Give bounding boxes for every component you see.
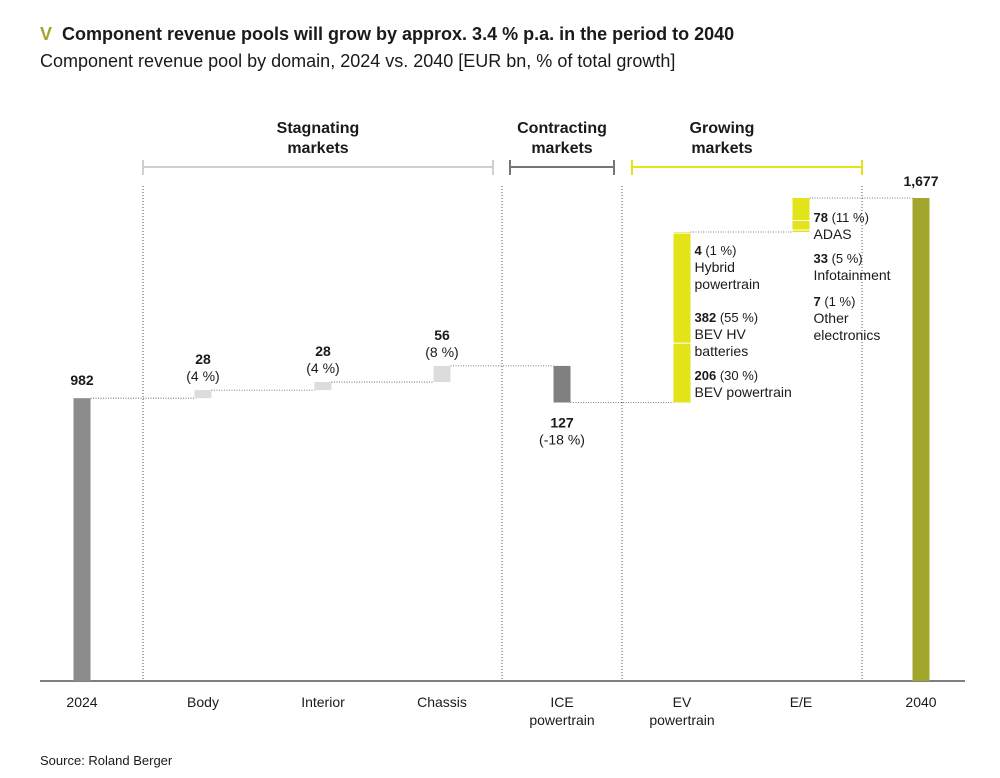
bar-total-2040 bbox=[912, 198, 930, 681]
x-tick-label-ev: EV bbox=[673, 694, 692, 710]
x-tick-label-ee: E/E bbox=[790, 694, 813, 710]
segment-name-ee-0-1: electronics bbox=[814, 327, 881, 343]
bar-ee-segment-1 bbox=[792, 220, 810, 230]
bar-ev-segment-0 bbox=[673, 343, 691, 403]
x-tick-label-chassis: Chassis bbox=[417, 694, 467, 710]
segment-label-ev-2-value: 4 bbox=[695, 243, 703, 258]
segment-label-ev-1-value: 382 bbox=[695, 310, 717, 325]
x-tick-label-interior: Interior bbox=[301, 694, 345, 710]
bar-ice bbox=[553, 365, 571, 403]
x-tick-label-2040: 2040 bbox=[905, 694, 936, 710]
segment-label-ee-2: 78 (11 %) bbox=[814, 210, 869, 225]
segment-name-ev-1-0: BEV HV bbox=[695, 326, 747, 342]
segment-name-ev-2-1: powertrain bbox=[695, 276, 760, 292]
x-tick-label-ev-1: powertrain bbox=[649, 712, 714, 728]
x-tick-label-ice: ICE bbox=[550, 694, 573, 710]
group-label-growing-0: Growing bbox=[690, 120, 755, 137]
segment-label-ee-0-pct: (1 %) bbox=[821, 294, 856, 309]
group-label-stagnating-1: markets bbox=[287, 140, 348, 157]
group-label-contracting-0: Contracting bbox=[517, 120, 607, 137]
segment-label-ee-1: 33 (5 %) bbox=[814, 251, 863, 266]
data-label-pct-body: (4 %) bbox=[186, 368, 219, 384]
segment-label-ee-1-value: 33 bbox=[814, 251, 828, 266]
title-text: Component revenue pools will grow by app… bbox=[62, 24, 735, 44]
group-label-stagnating-0: Stagnating bbox=[277, 120, 360, 137]
source-note: Source: Roland Berger bbox=[40, 753, 173, 768]
chart-subtitle: Component revenue pool by domain, 2024 v… bbox=[40, 51, 676, 71]
data-label-total-2040: 1,677 bbox=[903, 173, 938, 189]
x-tick-label-2024: 2024 bbox=[66, 694, 97, 710]
data-label-pct-interior: (4 %) bbox=[306, 360, 339, 376]
segment-label-ev-0: 206 (30 %) bbox=[695, 368, 759, 383]
segment-name-ee-0-0: Other bbox=[814, 310, 849, 326]
segment-name-ev-1-1: batteries bbox=[695, 343, 749, 359]
segment-label-ee-0: 7 (1 %) bbox=[814, 294, 856, 309]
chart-title: V Component revenue pools will grow by ap… bbox=[40, 24, 734, 45]
segment-label-ee-0-value: 7 bbox=[814, 294, 821, 309]
bar-ev-segment-1 bbox=[673, 233, 691, 344]
bar-body bbox=[194, 390, 212, 399]
segment-label-ev-0-value: 206 bbox=[695, 368, 717, 383]
group-label-growing-1: markets bbox=[691, 140, 752, 157]
segment-label-ev-0-pct: (30 %) bbox=[716, 368, 758, 383]
bar-ev-segment-2 bbox=[673, 231, 691, 234]
data-label-total-2024: 982 bbox=[70, 372, 94, 388]
x-tick-label-body: Body bbox=[187, 694, 219, 710]
segment-label-ev-1: 382 (55 %) bbox=[695, 310, 759, 325]
segment-label-ee-2-value: 78 bbox=[814, 210, 828, 225]
bar-ee-segment-2 bbox=[792, 198, 810, 221]
segment-name-ee-2-0: ADAS bbox=[814, 226, 852, 242]
bar-chassis bbox=[433, 365, 451, 383]
segment-label-ev-2-pct: (1 %) bbox=[702, 243, 737, 258]
group-label-contracting-1: markets bbox=[531, 140, 592, 157]
segment-label-ee-2-pct: (11 %) bbox=[828, 210, 869, 225]
data-label-pct-ice: (-18 %) bbox=[539, 431, 585, 447]
data-label-value-ice: 127 bbox=[550, 414, 574, 430]
x-tick-label-ice-1: powertrain bbox=[529, 712, 594, 728]
segment-label-ev-2: 4 (1 %) bbox=[695, 243, 737, 258]
data-label-pct-chassis: (8 %) bbox=[425, 344, 458, 360]
segment-label-ev-1-pct: (55 %) bbox=[716, 310, 758, 325]
segment-name-ev-2-0: Hybrid bbox=[695, 259, 735, 275]
segment-label-ee-1-pct: (5 %) bbox=[828, 251, 863, 266]
bar-interior bbox=[314, 382, 332, 391]
title-marker: V bbox=[40, 24, 53, 44]
bar-ee-segment-0 bbox=[792, 229, 810, 232]
segment-name-ee-1-0: Infotainment bbox=[814, 267, 891, 283]
data-label-value-interior: 28 bbox=[315, 343, 331, 359]
bar-total-2024 bbox=[73, 398, 91, 681]
segment-name-ev-0-0: BEV powertrain bbox=[695, 384, 792, 400]
data-label-value-body: 28 bbox=[195, 351, 211, 367]
data-label-value-chassis: 56 bbox=[434, 327, 450, 343]
